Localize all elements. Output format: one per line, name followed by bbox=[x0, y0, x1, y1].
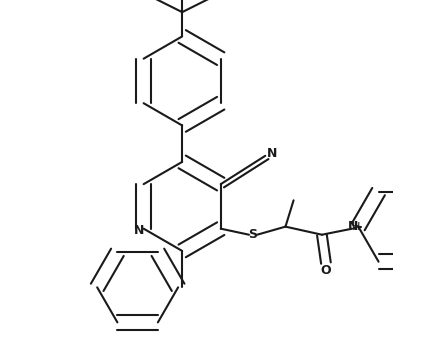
Text: N: N bbox=[267, 147, 278, 160]
Text: H: H bbox=[352, 222, 360, 232]
Text: N: N bbox=[133, 224, 144, 237]
Text: O: O bbox=[321, 264, 331, 277]
Text: S: S bbox=[248, 228, 258, 241]
Text: N: N bbox=[347, 220, 358, 233]
